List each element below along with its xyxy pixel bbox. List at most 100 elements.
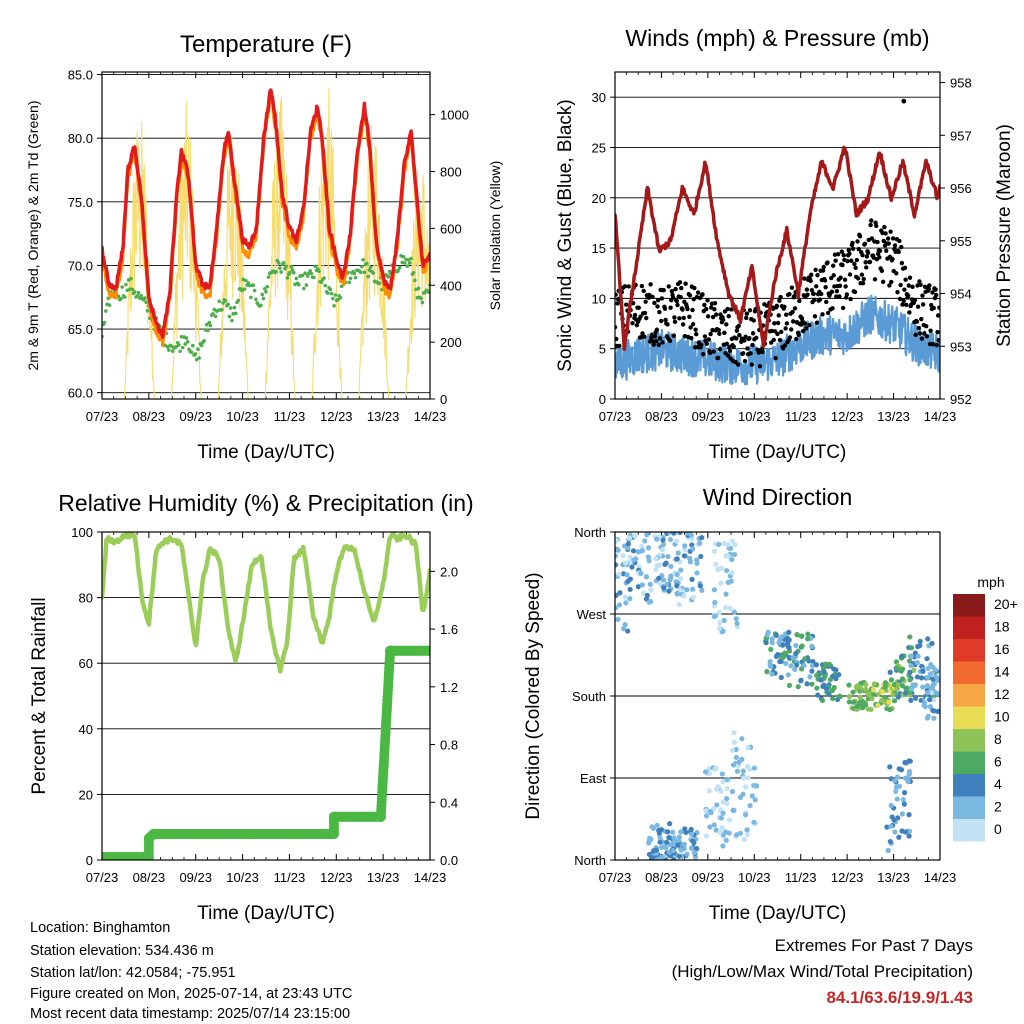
direction-point <box>697 583 703 589</box>
direction-point <box>734 768 741 774</box>
x-tick-label: 12/23 <box>320 870 353 885</box>
gust-point <box>865 250 871 255</box>
gust-point <box>862 241 868 247</box>
y-tick-label: 40 <box>79 722 93 737</box>
direction-point <box>779 634 785 640</box>
y-axis-label-left: 2m & 9m T (Red, Orange) & 2m Td (Green) <box>25 101 41 371</box>
direction-point <box>678 829 684 835</box>
gust-point <box>877 248 883 253</box>
colorbar-tick-label: 6 <box>994 754 1002 770</box>
direction-point <box>688 831 695 837</box>
y-tick-label-right: 1000 <box>440 108 469 123</box>
dewpoint-point <box>230 318 234 323</box>
dewpoint-point <box>144 300 148 305</box>
plot-frame <box>614 531 941 861</box>
gust-point <box>927 283 932 288</box>
direction-point <box>769 636 775 642</box>
colorbar-swatch <box>953 661 985 684</box>
direction-point <box>660 537 666 543</box>
direction-point <box>907 758 913 764</box>
direction-point <box>905 778 911 785</box>
gust-point <box>860 252 865 258</box>
gust-point <box>853 265 858 271</box>
dewpoint-point <box>290 268 295 272</box>
dewpoint-point <box>419 296 423 301</box>
direction-point <box>724 776 730 782</box>
direction-point <box>654 822 660 828</box>
dewpoint-point <box>220 307 224 312</box>
direction-point <box>836 672 842 678</box>
gust-point <box>657 309 662 315</box>
direction-point <box>786 629 792 635</box>
dewpoint-point <box>213 314 218 319</box>
gust-point <box>744 315 749 321</box>
gust-point <box>615 336 619 342</box>
direction-point <box>933 667 939 673</box>
dewpoint-point <box>223 299 228 303</box>
direction-point <box>827 677 833 683</box>
gust-point <box>734 336 739 341</box>
gust-point <box>789 327 794 332</box>
gust-point <box>638 314 643 319</box>
dewpoint-point <box>261 296 266 301</box>
dewpoint-point <box>196 347 200 352</box>
gust-point <box>899 260 905 266</box>
gust-point <box>725 306 730 312</box>
gust-point <box>712 300 718 306</box>
gust-point <box>829 275 834 281</box>
direction-point <box>892 778 898 784</box>
gust-point <box>714 312 719 317</box>
dewpoint-point <box>284 264 288 269</box>
footer-latlon: Station lat/lon: 42.0584; -75.951 <box>30 965 236 981</box>
direction-point <box>823 686 830 692</box>
direction-point <box>792 666 798 673</box>
gust-point <box>634 323 640 328</box>
dewpoint-point <box>136 290 141 295</box>
direction-point <box>924 675 931 681</box>
gust-point <box>695 290 701 295</box>
direction-point <box>814 672 820 678</box>
dewpoint-point <box>348 276 353 281</box>
direction-point <box>809 643 815 649</box>
gust-point <box>777 298 782 303</box>
direction-point <box>894 685 900 692</box>
gust-point <box>639 283 645 289</box>
direction-point <box>639 582 645 588</box>
direction-point <box>846 699 852 705</box>
dewpoint-point <box>368 265 373 270</box>
direction-point <box>729 556 735 563</box>
gust-point <box>890 256 895 262</box>
direction-point <box>819 697 826 703</box>
direction-point <box>871 691 877 697</box>
y-tick-label-right: 954 <box>950 287 972 302</box>
gust-point <box>855 239 860 244</box>
direction-point <box>730 762 737 768</box>
direction-point <box>850 689 856 695</box>
direction-point <box>818 677 824 683</box>
gust-point <box>838 275 843 280</box>
direction-point <box>767 658 773 665</box>
y-tick-label-right: 1.2 <box>440 680 458 695</box>
gust-point <box>901 298 906 303</box>
gust-point <box>677 316 682 321</box>
gust-point <box>823 284 828 290</box>
direction-point <box>902 829 909 835</box>
direction-point <box>727 605 733 611</box>
gust-point <box>717 331 722 336</box>
direction-point <box>684 587 690 593</box>
gust-point <box>726 314 731 319</box>
gust-point <box>744 311 750 316</box>
colorbar-label: mph <box>977 574 1004 590</box>
direction-point <box>688 845 695 851</box>
gust-point <box>735 362 741 367</box>
y-tick-label-right: 0.4 <box>440 795 458 810</box>
direction-point <box>720 799 726 805</box>
direction-point <box>625 628 631 634</box>
direction-point <box>915 643 921 650</box>
direction-point <box>676 602 682 608</box>
direction-point <box>616 571 622 577</box>
dewpoint-point <box>228 306 233 310</box>
gust-point <box>840 262 845 268</box>
dewpoint-point <box>202 338 206 343</box>
direction-point <box>740 768 746 774</box>
